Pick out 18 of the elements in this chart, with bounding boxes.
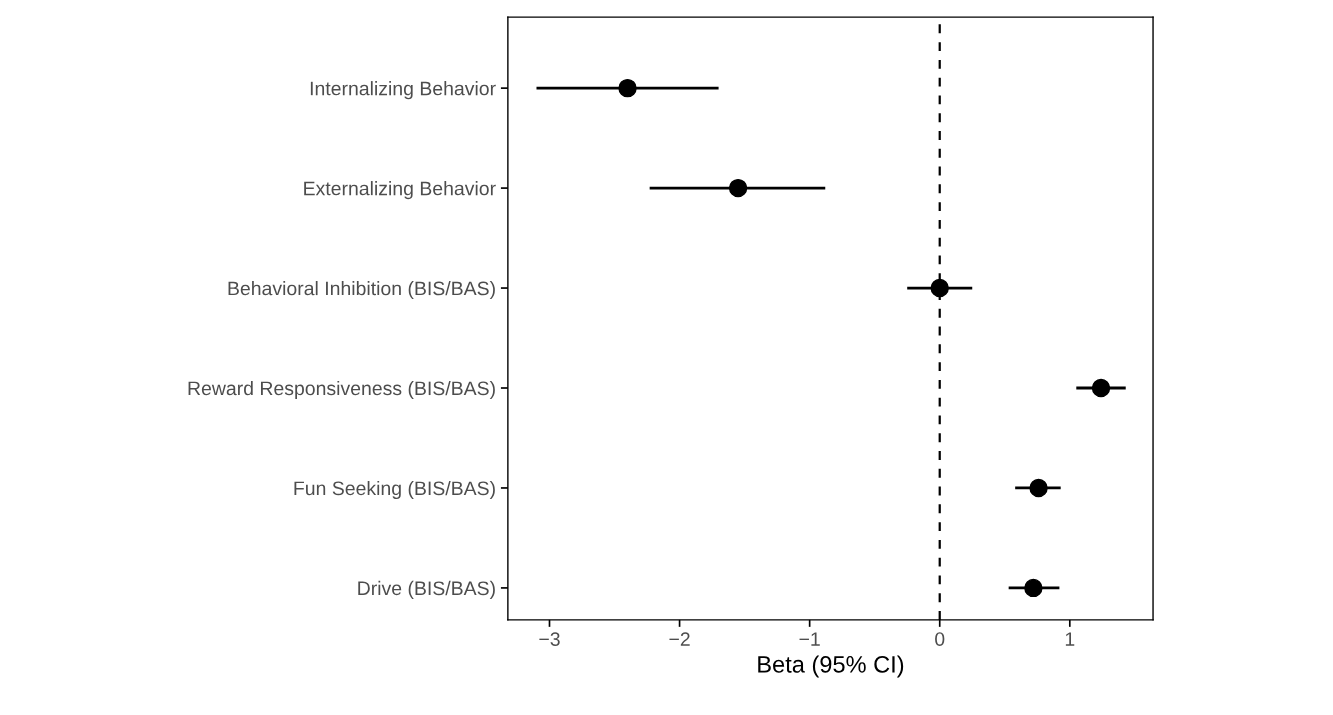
y-tick-label: Fun Seeking (BIS/BAS) xyxy=(294,480,495,500)
x-tick-label: −3 xyxy=(539,632,560,646)
y-tick-label: Internalizing Behavior xyxy=(310,81,496,100)
y-tick-label: Externalizing Behavior xyxy=(304,181,496,200)
y-tick-label: Behavioral Inhibition (BIS/BAS) xyxy=(228,281,495,300)
point xyxy=(1029,478,1048,498)
x-axis-title: Beta (95% CI) xyxy=(758,655,904,678)
point xyxy=(1024,578,1043,598)
x-tick-label: −1 xyxy=(799,632,820,646)
y-tick-label: Drive (BIS/BAS) xyxy=(358,580,495,599)
point xyxy=(1091,378,1111,398)
point xyxy=(930,278,949,298)
x-tick-label: 0 xyxy=(935,632,945,646)
x-tick-label: 1 xyxy=(1065,632,1075,646)
point xyxy=(728,178,748,198)
x-tick-label: −2 xyxy=(669,632,690,646)
point xyxy=(618,78,637,98)
y-tick-label: Reward Responsiveness (BIS/BAS) xyxy=(188,380,495,400)
